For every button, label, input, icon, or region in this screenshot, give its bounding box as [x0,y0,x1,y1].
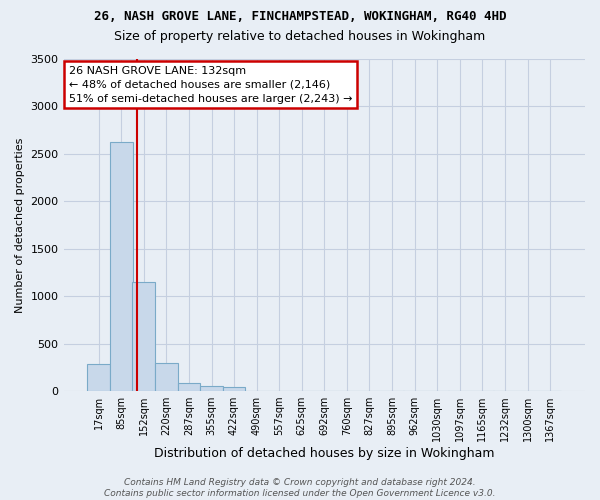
Text: Contains HM Land Registry data © Crown copyright and database right 2024.
Contai: Contains HM Land Registry data © Crown c… [104,478,496,498]
Bar [133,282,155,391]
Text: Size of property relative to detached houses in Wokingham: Size of property relative to detached ho… [115,30,485,43]
Bar [200,386,223,391]
Bar [87,364,110,391]
Bar [155,362,178,391]
Y-axis label: Number of detached properties: Number of detached properties [15,138,25,312]
X-axis label: Distribution of detached houses by size in Wokingham: Distribution of detached houses by size … [154,447,494,460]
Bar [178,383,200,391]
Text: 26 NASH GROVE LANE: 132sqm
← 48% of detached houses are smaller (2,146)
51% of s: 26 NASH GROVE LANE: 132sqm ← 48% of deta… [69,66,352,104]
Bar [110,142,133,391]
Text: 26, NASH GROVE LANE, FINCHAMPSTEAD, WOKINGHAM, RG40 4HD: 26, NASH GROVE LANE, FINCHAMPSTEAD, WOKI… [94,10,506,23]
Bar [223,388,245,391]
